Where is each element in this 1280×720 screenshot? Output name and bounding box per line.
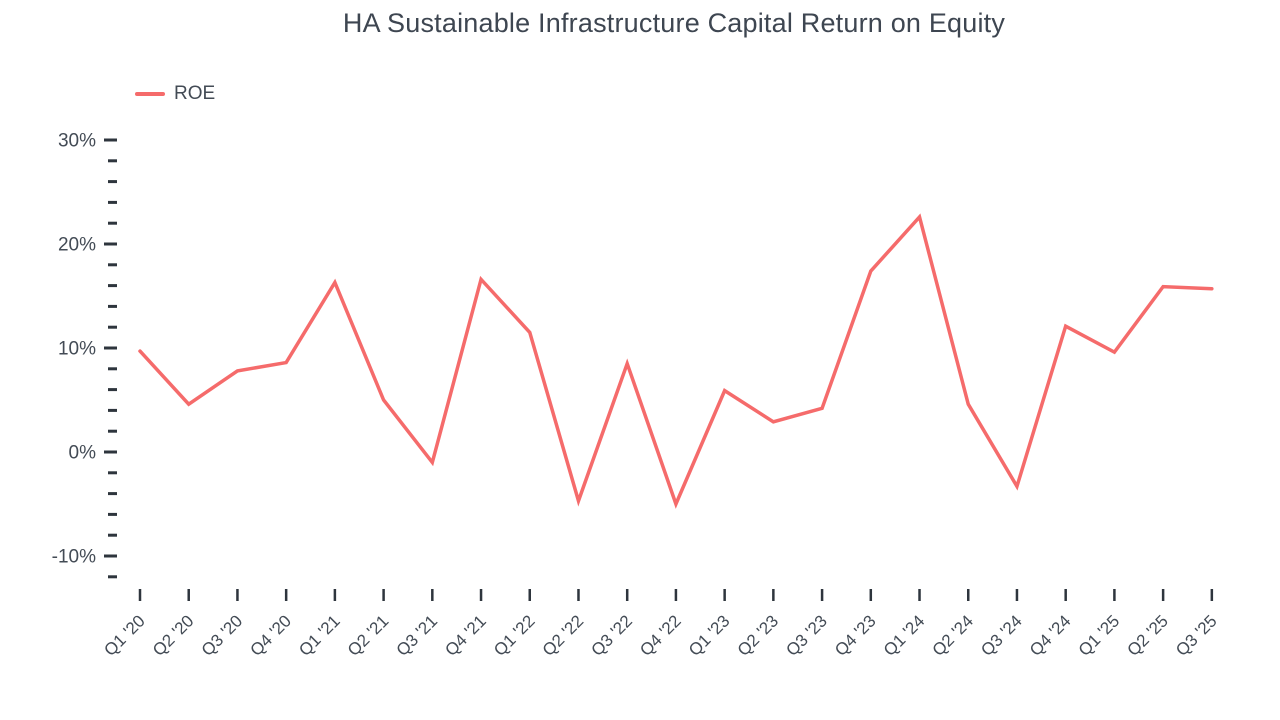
- x-tick-label: Q2 '20: [149, 611, 197, 659]
- x-tick-label: Q1 '21: [295, 611, 343, 659]
- x-tick-label: Q1 '24: [880, 611, 928, 659]
- x-tick-label: Q2 '22: [539, 611, 587, 659]
- x-tick-label: Q1 '20: [100, 611, 148, 659]
- y-tick-label: 0%: [69, 443, 97, 464]
- x-tick-label: Q2 '21: [344, 611, 392, 659]
- legend-label-roe: ROE: [174, 83, 216, 104]
- x-tick-label: Q3 '24: [977, 611, 1025, 659]
- x-tick-label: Q3 '22: [588, 611, 636, 659]
- y-tick-label: -10%: [52, 547, 96, 568]
- x-tick-label: Q2 '24: [929, 611, 977, 659]
- x-tick-label: Q4 '24: [1026, 611, 1074, 659]
- x-tick-label: Q3 '21: [393, 611, 441, 659]
- x-tick-label: Q3 '25: [1172, 611, 1220, 659]
- x-tick-label: Q4 '23: [831, 611, 879, 659]
- y-tick-label: 10%: [58, 339, 96, 360]
- x-tick-label: Q3 '20: [198, 611, 246, 659]
- chart-title: HA Sustainable Infrastructure Capital Re…: [342, 8, 1006, 38]
- y-tick-label: 30%: [58, 131, 96, 152]
- x-tick-label: Q4 '22: [636, 611, 684, 659]
- x-tick-label: Q1 '23: [685, 611, 733, 659]
- x-tick-label: Q1 '22: [490, 611, 538, 659]
- x-tick-label: Q3 '23: [782, 611, 830, 659]
- x-tick-label: Q2 '23: [734, 611, 782, 659]
- x-tick-label: Q1 '25: [1075, 611, 1123, 659]
- x-tick-label: Q2 '25: [1123, 611, 1171, 659]
- legend-item-roe[interactable]: ROE: [135, 83, 215, 105]
- y-tick-label: 20%: [58, 235, 96, 256]
- x-tick-label: Q4 '21: [441, 611, 489, 659]
- x-tick-label: Q4 '20: [247, 611, 295, 659]
- roe-line-swatch-icon: [135, 92, 165, 96]
- legend: ROE: [135, 83, 215, 105]
- roe-series-line: [138, 213, 1214, 509]
